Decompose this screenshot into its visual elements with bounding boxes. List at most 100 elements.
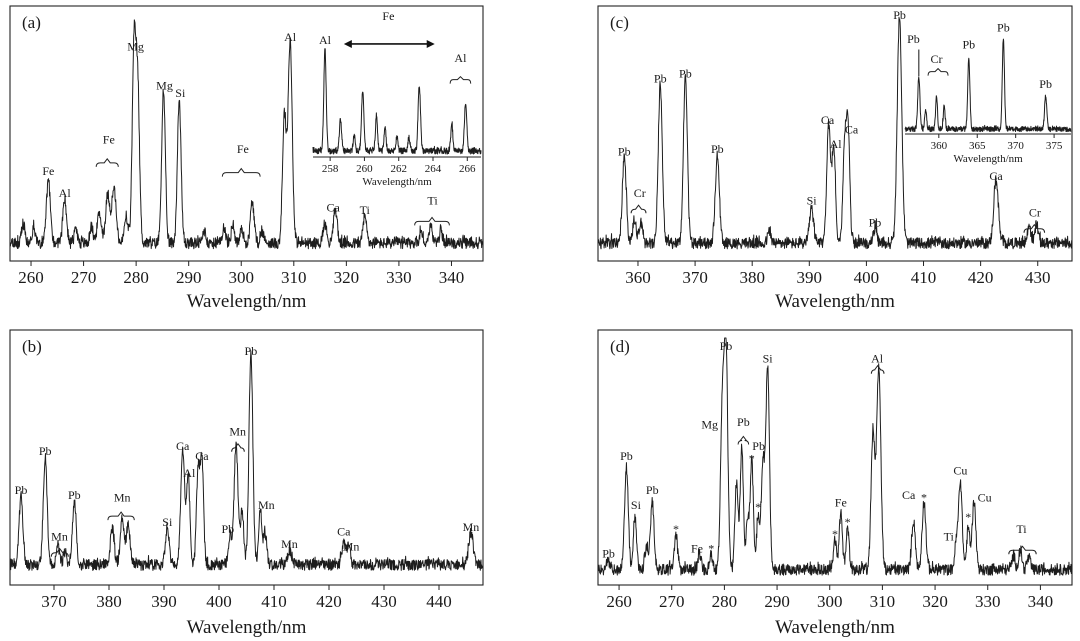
inset-peak-label: Pb <box>907 32 920 46</box>
peak-label: * <box>845 515 851 529</box>
peak-label: Si <box>162 515 173 529</box>
peak-label: Pb <box>221 522 234 536</box>
peak-label: Fe <box>835 495 847 509</box>
peak-group-bracket <box>231 442 245 452</box>
peak-label: Pb <box>15 483 28 497</box>
x-tick-label: 280 <box>712 592 738 611</box>
peak-label: Ca <box>845 123 859 137</box>
panel-frame <box>9 5 484 262</box>
peak-group-bracket <box>1023 223 1046 233</box>
peak-label: Pb <box>654 71 667 85</box>
peak-label: Pb <box>720 339 733 353</box>
x-tick-label: 440 <box>426 592 452 611</box>
peak-group-bracket <box>870 364 885 374</box>
inset-peak-label: Pb <box>997 20 1010 34</box>
peak-label: Pb <box>869 215 882 229</box>
x-tick-label: 330 <box>386 268 412 287</box>
peak-group-bracket <box>95 158 119 167</box>
peak-label: Pb <box>893 8 906 22</box>
peak-label: Ca <box>195 449 209 463</box>
peak-label: Cu <box>953 464 967 478</box>
x-tick-label: 340 <box>1028 592 1054 611</box>
inset-background <box>905 44 1071 134</box>
x-tick-label: 310 <box>281 268 307 287</box>
peak-label: Si <box>175 86 186 100</box>
spectrum-line <box>9 19 484 250</box>
panel-frame <box>597 5 1073 262</box>
x-tick-label: 380 <box>96 592 122 611</box>
peak-label: Mg <box>156 79 173 93</box>
peak-label: Pb <box>618 145 631 159</box>
x-tick-label: 290 <box>764 592 790 611</box>
inset-x-tick-label: 266 <box>459 163 476 175</box>
peak-label: Fe <box>237 142 249 156</box>
peak-label: Mg <box>127 40 144 54</box>
peak-label: Cr <box>634 186 646 200</box>
inset-x-tick-label: 370 <box>1007 140 1024 152</box>
inset-chart: 360 365 370 375 Wavelength/nm Pb Cr Pb Pb Pb <box>904 20 1072 165</box>
peak-group-bracket <box>50 547 69 557</box>
inset-peak-group-bracket <box>927 67 949 76</box>
x-tick-label: 400 <box>854 268 880 287</box>
x-tick-label: 320 <box>334 268 360 287</box>
peak-label: Cu <box>978 490 992 504</box>
peak-label: Pb <box>68 488 81 502</box>
panel-frame <box>597 329 1073 586</box>
x-tick-label: 260 <box>606 592 632 611</box>
peak-label: Ti <box>1016 522 1027 536</box>
peak-label: Fe <box>42 164 54 178</box>
peak-label: Pb <box>646 483 659 497</box>
peak-label: Ca <box>337 525 351 539</box>
x-tick-label: 420 <box>316 592 342 611</box>
panel-c: (c) 360 370 380 390 400 410 420 430 Wavelength/nm… <box>597 5 1073 312</box>
peak-label: * <box>832 527 838 541</box>
peak-label: Al <box>183 466 196 480</box>
inset-x-tick-label: 264 <box>425 163 442 175</box>
spectrum-line <box>597 16 1073 250</box>
peak-label: * <box>921 490 927 504</box>
peak-label: * <box>673 522 679 536</box>
inset-spectrum-line <box>904 38 1072 133</box>
peak-label: Si <box>631 498 642 512</box>
x-tick-label: 410 <box>911 268 937 287</box>
peak-group-bracket <box>414 216 450 226</box>
x-tick-label: 330 <box>975 592 1001 611</box>
x-tick-label: 370 <box>41 592 67 611</box>
peak-group-bracket <box>737 435 750 445</box>
peak-label: Ca <box>176 439 190 453</box>
x-tick-label: 390 <box>151 592 177 611</box>
x-tick-label: 380 <box>739 268 765 287</box>
panel-a: (a) 260 270 280 290 300 310 320 330 340 Wavelength… <box>9 5 484 312</box>
peak-label: Mn <box>463 520 480 534</box>
inset-x-tick-label: 365 <box>969 140 986 152</box>
inset-peak-label: Pb <box>962 38 975 52</box>
inset-peak-label: Cr <box>931 52 943 66</box>
peak-label: Mn <box>343 539 360 553</box>
peak-label: Ti <box>360 203 371 217</box>
peak-label: Al <box>59 186 72 200</box>
x-tick-label: 290 <box>176 268 202 287</box>
inset-x-axis-title: Wavelength/nm <box>362 176 432 188</box>
panel-label: (a) <box>22 13 41 32</box>
peak-group-bracket <box>221 167 261 177</box>
x-tick-label: 400 <box>206 592 232 611</box>
peak-label: Ti <box>944 530 955 544</box>
peak-label: Ca <box>821 113 835 127</box>
peak-label: * <box>708 542 714 556</box>
x-tick-label: 410 <box>261 592 287 611</box>
peak-label: Al <box>871 351 884 365</box>
inset-x-tick-label: 360 <box>931 140 948 152</box>
peak-group-bracket <box>107 511 135 521</box>
spectrum-line <box>9 350 484 571</box>
peak-label: Si <box>763 351 774 365</box>
inset-spectrum-line <box>312 48 482 155</box>
peak-label: Fe <box>691 542 703 556</box>
inset-peak-label: Pb <box>1039 77 1052 91</box>
peak-label: Fe <box>103 132 115 146</box>
panel-label: (d) <box>610 337 630 356</box>
peak-label: Mn <box>281 537 298 551</box>
inset-arrowhead-right <box>426 39 435 48</box>
peak-label: Ca <box>989 169 1003 183</box>
inset-x-axis-title: Wavelength/nm <box>953 153 1023 165</box>
peak-label: Ti <box>427 193 438 207</box>
